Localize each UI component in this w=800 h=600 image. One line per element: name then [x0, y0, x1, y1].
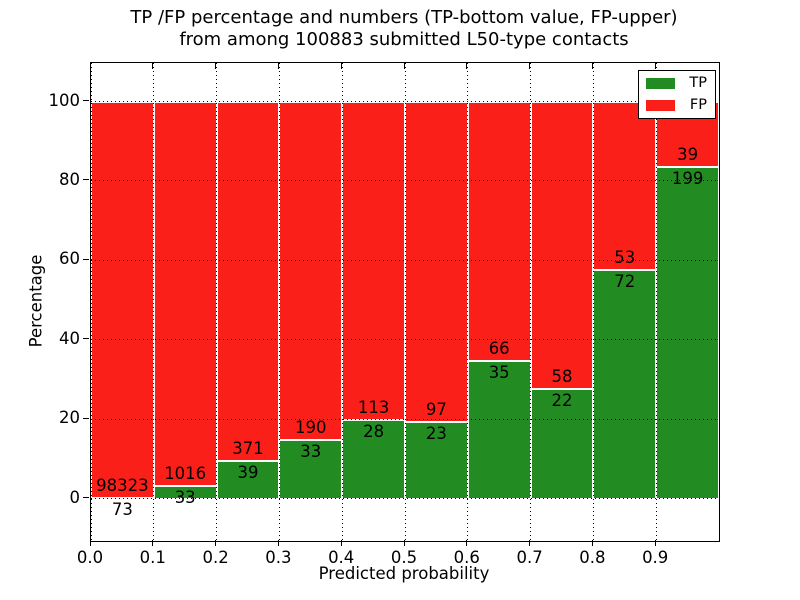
- x-tick-mark: [89, 540, 91, 546]
- x-tick-label: 0.9: [642, 548, 669, 567]
- tp-count-label: 73: [111, 500, 133, 520]
- fp-count-label: 371: [232, 438, 264, 458]
- y-tick-mark: [83, 417, 89, 419]
- x-tick-label: 0.4: [328, 548, 355, 567]
- v-gridline: [467, 63, 469, 541]
- v-gridline: [530, 63, 532, 541]
- tp-count-label: 22: [551, 391, 573, 411]
- y-tick-mark: [83, 497, 89, 499]
- x-top-tick-mark: [89, 63, 91, 69]
- tp-bar-segment: [216, 460, 280, 499]
- fp-count-label: 98323: [96, 476, 149, 496]
- y-tick-mark: [83, 100, 89, 101]
- x-tick-mark: [403, 540, 405, 546]
- x-tick-label: 0.2: [202, 548, 229, 567]
- legend-label-tp: TP: [689, 75, 707, 91]
- x-tick-mark: [215, 540, 217, 546]
- x-tick-mark: [466, 540, 468, 546]
- y-tick-label: 100: [48, 90, 81, 110]
- x-tick-mark: [340, 540, 342, 546]
- chart-title-line1: TP /FP percentage and numbers (TP-bottom…: [130, 7, 678, 28]
- tp-count-label: 39: [237, 462, 259, 482]
- x-tick-label: 0.1: [139, 548, 166, 567]
- v-gridline: [592, 63, 594, 541]
- x-tick-label: 0.3: [265, 548, 292, 567]
- v-gridline: [404, 63, 406, 541]
- fp-count-label: 66: [488, 338, 510, 358]
- x-top-tick-mark: [215, 63, 217, 69]
- tp-color-swatch: [646, 78, 675, 89]
- fp-count-label: 1016: [164, 464, 207, 484]
- x-tick-mark: [591, 540, 593, 546]
- x-tick-mark: [529, 540, 531, 546]
- tp-count-label: 33: [300, 441, 322, 461]
- x-tick-mark: [654, 540, 656, 546]
- x-tick-mark: [277, 540, 279, 546]
- fp-bar-segment: [216, 101, 280, 461]
- x-top-tick-mark: [466, 63, 468, 69]
- y-tick-label: 0: [69, 487, 81, 507]
- fp-count-label: 113: [357, 397, 390, 417]
- tp-count-label: 23: [425, 424, 447, 444]
- fp-color-swatch: [646, 100, 675, 111]
- fp-count-label: 53: [614, 247, 636, 267]
- y-tick-label: 40: [59, 328, 80, 348]
- x-top-tick-mark: [654, 63, 656, 69]
- x-top-tick-mark: [591, 63, 593, 69]
- fp-bar-segment: [405, 101, 468, 423]
- legend-entry-tp: TP: [646, 76, 707, 91]
- tp-count-label: 33: [174, 488, 196, 508]
- x-top-tick-mark: [403, 63, 405, 69]
- y-tick-mark: [83, 258, 89, 260]
- legend-label-fp: FP: [689, 97, 707, 113]
- chart-title: TP /FP percentage and numbers (TP-bottom…: [90, 7, 718, 51]
- y-tick-mark: [83, 338, 89, 340]
- fp-count-label: 190: [295, 417, 327, 437]
- y-tick-label: 80: [59, 169, 80, 189]
- legend-entry-fp: FP: [646, 98, 707, 113]
- tp-count-label: 28: [363, 421, 385, 441]
- tp-count-label: 72: [614, 271, 636, 291]
- x-tick-label: 0.6: [453, 548, 480, 567]
- fp-bar-segment: [91, 101, 154, 499]
- v-gridline: [216, 63, 218, 541]
- x-top-tick-mark: [529, 63, 531, 69]
- fp-bar-segment: [593, 101, 657, 270]
- plot-area: 98323 73 1016 33 371 39 190 33 113 28 97 23 66 35 58 22…: [90, 62, 720, 542]
- v-gridline: [278, 63, 280, 541]
- tp-count-label: 35: [488, 362, 510, 382]
- tp-bar-segment: [656, 166, 719, 499]
- x-top-tick-mark: [340, 63, 342, 69]
- tp-bar-segment: [342, 419, 405, 499]
- x-tick-label: 0.8: [579, 548, 606, 567]
- x-tick-label: 0.5: [390, 548, 418, 567]
- x-tick-mark: [152, 540, 154, 546]
- tp-count-label: 199: [671, 168, 704, 188]
- y-tick-label: 60: [59, 249, 80, 269]
- v-gridline: [153, 63, 155, 541]
- y-tick-label: 20: [59, 408, 80, 428]
- fp-bar-segment: [279, 101, 343, 440]
- x-tick-label: 0.0: [76, 548, 104, 567]
- fp-bar-segment: [530, 101, 594, 390]
- x-top-tick-mark: [152, 63, 154, 69]
- v-gridline: [655, 63, 657, 541]
- chart-title-line2: from among 100883 submitted L50-type con…: [179, 29, 629, 50]
- fp-count-label: 97: [425, 400, 447, 420]
- tp-bar-segment: [405, 422, 468, 499]
- legend: TP FP: [638, 70, 716, 119]
- fp-count-label: 58: [551, 367, 573, 387]
- v-gridline: [341, 63, 343, 541]
- y-tick-mark: [83, 179, 89, 181]
- x-top-tick-mark: [277, 63, 279, 69]
- fp-bar-segment: [153, 101, 217, 487]
- fp-count-label: 39: [677, 144, 699, 164]
- x-axis-label: Predicted probability: [318, 564, 490, 583]
- v-gridline: [90, 63, 92, 541]
- fp-bar-segment: [467, 101, 531, 361]
- tp-bar-segment: [593, 269, 657, 499]
- x-tick-label: 0.7: [516, 548, 543, 567]
